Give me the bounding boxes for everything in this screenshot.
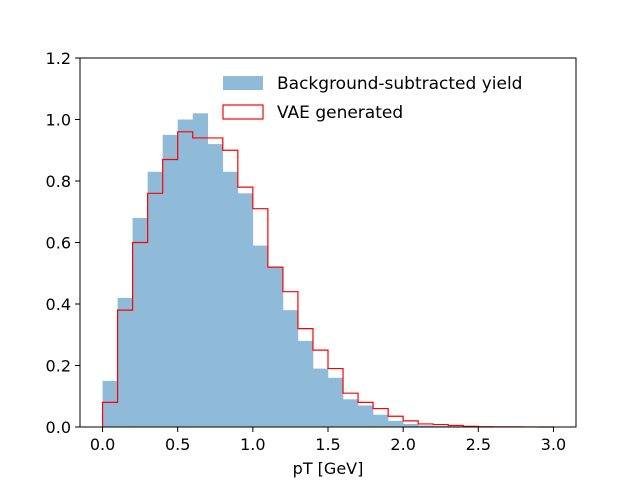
legend-label-background-subtracted-yield: Background-subtracted yield (277, 74, 522, 94)
bar-bin-15 (328, 377, 344, 427)
x-tick-label-3: 1.5 (315, 435, 340, 454)
bar-bin-19 (388, 420, 404, 427)
y-tick-label-2: 0.4 (46, 295, 71, 314)
bar-bin-1 (117, 297, 133, 427)
y-axis-ticks: 0.0 0.2 0.4 0.6 0.8 1.0 1.2 (46, 49, 80, 437)
bar-bin-8 (222, 171, 239, 427)
bar-bin-10 (252, 245, 269, 427)
bar-bin-9 (237, 193, 254, 427)
y-tick-label-0: 0.0 (46, 418, 71, 437)
bar-bin-5 (177, 119, 194, 427)
legend-swatch-background-subtracted-yield (223, 76, 263, 90)
bar-bin-11 (267, 267, 284, 427)
y-tick-label-4: 0.8 (46, 172, 71, 191)
background-subtracted-bars (102, 113, 554, 427)
x-tick-label-5: 2.5 (466, 435, 491, 454)
y-tick-label-1: 0.2 (46, 357, 71, 376)
y-tick-label-5: 1.0 (46, 111, 71, 130)
bar-bin-4 (162, 134, 178, 427)
x-axis-label: pT [GeV] (293, 459, 364, 478)
bar-bin-6 (192, 113, 209, 427)
x-tick-label-1: 0.5 (165, 435, 190, 454)
bar-bin-13 (297, 340, 314, 427)
legend: Background-subtracted yield VAE generate… (222, 74, 522, 123)
x-tick-label-6: 3.0 (541, 435, 566, 454)
bar-bin-2 (132, 217, 148, 427)
bar-bin-12 (282, 310, 299, 427)
x-tick-label-2: 1.0 (240, 435, 265, 454)
bar-bin-21 (418, 425, 434, 427)
bar-bin-16 (343, 399, 359, 427)
legend-swatch-vae-generated (222, 104, 264, 120)
x-axis-ticks: 0.0 0.5 1.0 1.5 2.0 2.5 3.0 (90, 427, 566, 454)
bar-bin-7 (207, 144, 224, 427)
bar-bin-17 (358, 405, 374, 427)
bar-bin-18 (373, 414, 389, 427)
bar-bin-14 (312, 368, 329, 427)
y-tick-label-6: 1.2 (46, 49, 71, 68)
bar-bin-20 (403, 423, 419, 427)
bar-bin-3 (147, 171, 163, 427)
y-tick-label-3: 0.6 (46, 234, 71, 253)
x-tick-label-0: 0.0 (90, 435, 115, 454)
x-tick-label-4: 2.0 (390, 435, 415, 454)
legend-label-vae-generated: VAE generated (277, 103, 403, 123)
bar-bin-0 (102, 380, 118, 427)
